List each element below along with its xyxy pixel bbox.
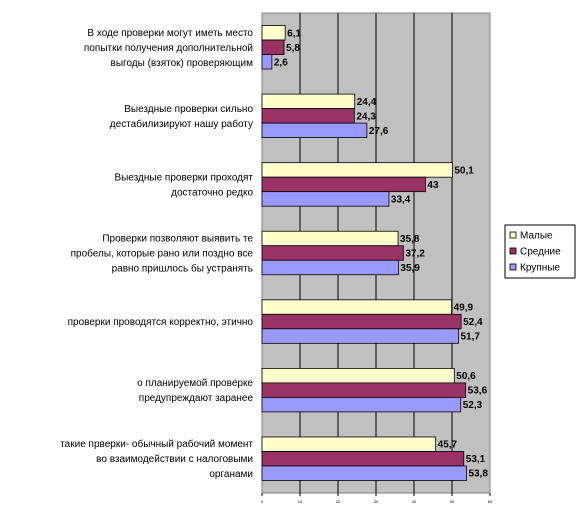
category-label: В ходе проверки могут иметь место попытки…: [84, 28, 254, 69]
bar: [261, 176, 426, 193]
bar: [261, 25, 286, 41]
data-labels: 6,1 5,8 2,6 24,4 24,3 27,6 50,1 43 33,4 35,8 37,2 3…: [274, 28, 488, 479]
data-label: 50,1: [454, 165, 474, 176]
category-label: Выездные проверки сильно дестабилизируют …: [110, 104, 254, 130]
category-label-line: пробелы, которые рано или поздно все: [71, 248, 254, 260]
bar: [261, 436, 437, 452]
category-label-line: о планируемой проверке: [137, 378, 253, 389]
bar: [261, 54, 273, 70]
category-label-line: попытки получения дополнительной: [84, 43, 253, 54]
category-label-line: такие прверки- обычный рабочий момент: [60, 438, 253, 450]
legend-box: [504, 224, 576, 279]
data-label: 37,2: [405, 249, 425, 260]
bar: [261, 230, 399, 247]
data-label: 49,9: [454, 303, 474, 314]
data-label: 52,3: [463, 400, 483, 411]
bar: [261, 299, 453, 315]
data-label: 35,8: [400, 234, 420, 245]
data-label: 6,1: [287, 28, 301, 39]
category-label: проверки проводятся корректно, этично: [68, 317, 254, 328]
category-label-line: равно пришлось бы устранять: [112, 263, 253, 275]
bar: [261, 39, 285, 55]
data-label: 50,6: [456, 371, 476, 382]
tick-label: 60: [488, 499, 493, 504]
data-label: 53,1: [466, 454, 486, 465]
category-label-line: В ходе проверки могут иметь место: [87, 28, 253, 39]
bar: [261, 367, 455, 384]
category-labels: В ходе проверки могут иметь место попытки…: [60, 28, 253, 480]
category-label-line: выгоды (взяток) проверяющим: [111, 58, 254, 69]
data-label: 24,3: [356, 111, 376, 122]
category-label-line: Выездные проверки сильно: [124, 104, 253, 115]
category-label-line: проверки проводятся корректно, этично: [68, 317, 254, 328]
legend-label: Малые: [520, 231, 553, 242]
category-label-line: во взаимодействии с налоговыми: [96, 454, 253, 465]
bar: [261, 259, 399, 276]
bars: [261, 25, 467, 481]
legend: Малые Средние Крупные: [504, 224, 576, 279]
bar: [261, 122, 368, 139]
tick-label: 0: [261, 499, 264, 504]
category-label: Выездные проверки проходят достаточно ред…: [114, 172, 253, 198]
bar: [261, 396, 462, 413]
bar: [261, 191, 390, 207]
category-label: о планируемой проверке предупреждают зара…: [137, 378, 253, 404]
category-label: Проверки позволяют выявить те пробелы, ко…: [71, 234, 254, 275]
legend-label: Крупные: [520, 263, 560, 274]
bar: [261, 382, 467, 398]
legend-label: Средние: [520, 247, 561, 258]
legend-swatch: [509, 247, 517, 255]
data-label: 45,7: [438, 440, 458, 451]
category-label-line: предупреждают заранее: [139, 393, 254, 404]
data-label: 53,6: [468, 386, 488, 397]
category-label-line: органами: [209, 469, 253, 480]
bar: [261, 313, 462, 330]
tick-label: 10: [298, 499, 303, 504]
tick-label: 30: [374, 499, 379, 504]
data-label: 5,8: [286, 43, 300, 54]
category-label-line: Выездные проверки проходят: [114, 172, 253, 183]
category-label: такие прверки- обычный рабочий момент во …: [60, 438, 253, 480]
data-label: 53,8: [468, 469, 488, 480]
tick-label: 40: [412, 499, 417, 504]
bar: [261, 93, 356, 110]
data-label: 33,4: [391, 194, 411, 205]
category-label-line: достаточно редко: [171, 187, 253, 198]
bar: [261, 162, 453, 178]
bar: [261, 465, 467, 481]
data-label: 35,9: [400, 263, 420, 274]
data-label: 43: [427, 180, 439, 191]
bar: [261, 108, 355, 124]
bar: [261, 245, 404, 261]
tick-label: 20: [336, 499, 341, 504]
data-label: 27,6: [369, 126, 389, 137]
category-label-line: Проверки позволяют выявить те: [102, 234, 253, 245]
data-label: 52,4: [463, 317, 483, 328]
data-label: 51,7: [460, 332, 480, 343]
bar: [261, 328, 459, 344]
data-label: 2,6: [274, 57, 288, 68]
legend-swatch: [509, 231, 517, 239]
category-label-line: дестабилизируют нашу работу: [110, 118, 253, 130]
legend-swatch: [509, 263, 517, 271]
bar: [261, 451, 465, 467]
data-label: 24,4: [357, 97, 377, 108]
tick-label: 50: [450, 499, 455, 504]
x-axis-ticks: 0 10 20 30 40 50 60: [261, 493, 493, 504]
